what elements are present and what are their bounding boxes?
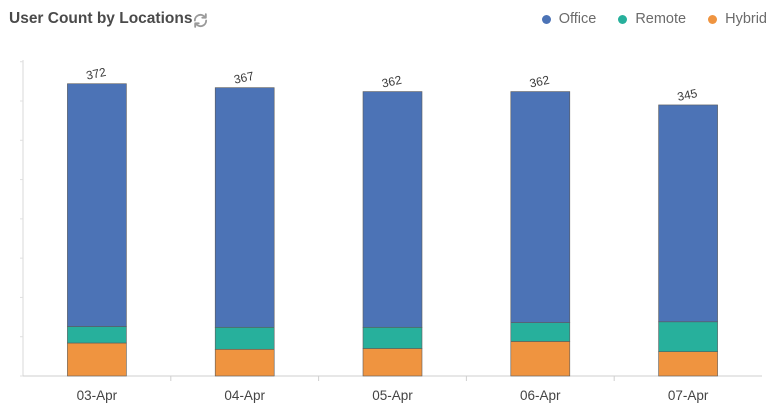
bar-segment-hybrid — [362, 348, 423, 377]
legend-item-office[interactable]: Office — [541, 11, 597, 27]
bar-segment-office — [658, 104, 718, 323]
legend-item-hybrid[interactable]: Hybrid — [708, 11, 767, 27]
bar-segment-hybrid — [510, 341, 571, 377]
stacked-bar-chart: 372 03-Apr 367 04-Apr 362 05-Apr 362 06-Apr 345 0… — [20, 60, 762, 403]
chart-legend: Office Remote Hybrid — [541, 11, 767, 27]
x-tick-label: 07-Apr — [668, 388, 709, 403]
x-tick-label: 06-Apr — [520, 388, 561, 403]
legend-label-office: Office — [558, 11, 597, 27]
bar-segment-hybrid — [67, 342, 127, 377]
x-tick-label: 05-Apr — [372, 388, 413, 403]
legend-label-hybrid: Hybrid — [725, 11, 767, 27]
bar-segment-remote — [214, 326, 275, 350]
legend-label-remote: Remote — [635, 11, 687, 27]
refresh-icon[interactable] — [192, 12, 209, 29]
legend-marker-remote — [618, 14, 628, 24]
bar-total-label: 367 — [233, 69, 256, 87]
bar-segment-office — [510, 91, 571, 323]
legend-item-remote[interactable]: Remote — [618, 11, 686, 27]
legend-marker-hybrid — [708, 14, 718, 24]
bar-segment-remote — [658, 321, 718, 352]
bar-segment-remote — [67, 326, 127, 344]
bar-segment-office — [362, 91, 423, 328]
x-tick-label: 03-Apr — [77, 388, 118, 403]
bar-segment-hybrid — [214, 348, 275, 377]
bar-segment-remote — [362, 326, 423, 349]
bar-total-label: 362 — [528, 73, 551, 91]
bar-segment-hybrid — [658, 351, 718, 377]
legend-marker-office — [541, 14, 551, 24]
x-tick-label: 04-Apr — [224, 388, 265, 403]
bar-total-label: 345 — [676, 86, 699, 104]
bar-total-label: 372 — [85, 65, 108, 83]
bar-segment-remote — [510, 322, 571, 342]
bar-total-label: 362 — [380, 73, 403, 91]
chart-title: User Count by Locations — [9, 10, 193, 27]
bar-segment-office — [67, 83, 127, 327]
bar-segment-office — [214, 87, 275, 328]
